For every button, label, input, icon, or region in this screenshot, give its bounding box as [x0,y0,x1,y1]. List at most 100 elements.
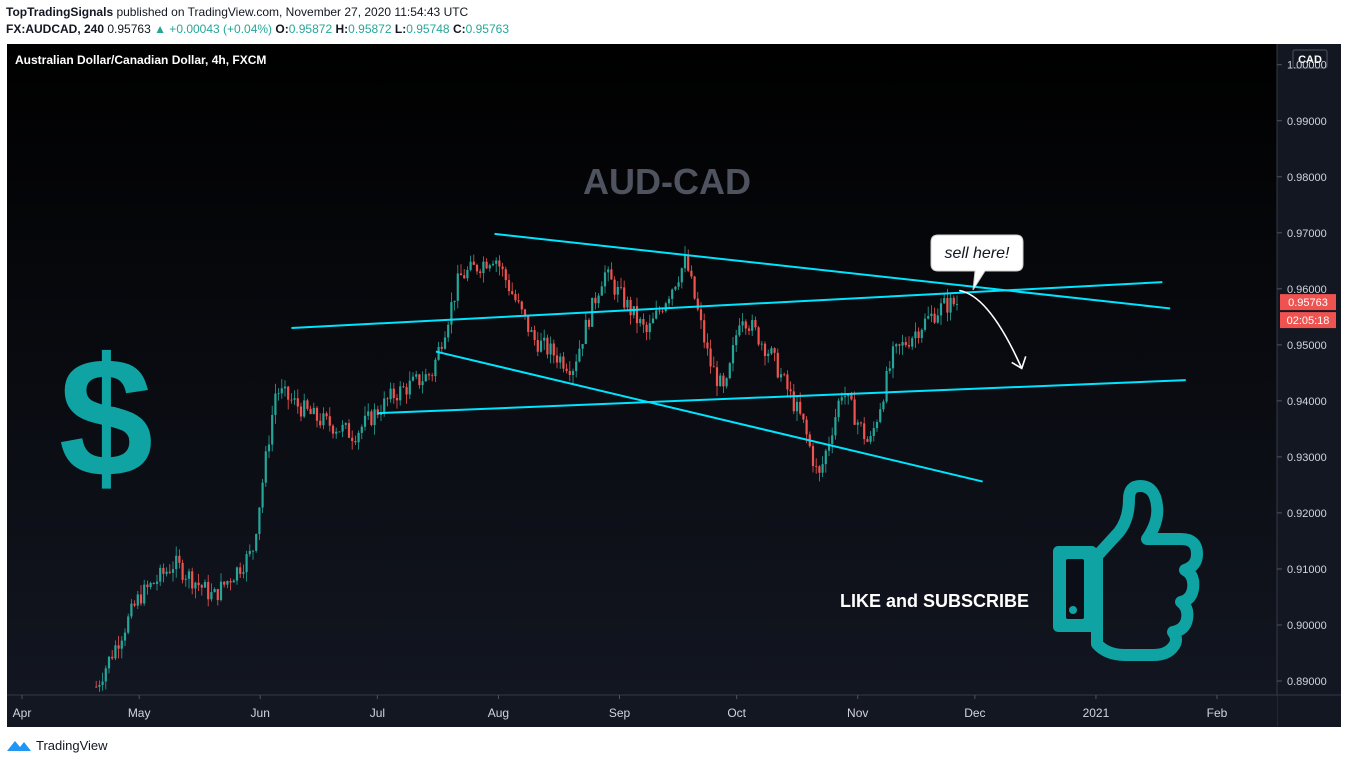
candle-body [277,393,280,395]
candle-body [949,297,952,313]
candle-body [511,291,514,295]
author-name[interactable]: TopTradingSignals [6,5,114,19]
candle-body [699,309,703,321]
candle-body [440,346,443,349]
candle-body [911,338,914,347]
candle-body [219,581,223,601]
high-label: H: [335,22,349,36]
candle-body [261,482,264,508]
candle-body [418,374,421,386]
candle-body [498,260,501,267]
time-tick-label: Apr [13,706,32,720]
candle-body [703,320,706,343]
candle-body [389,388,392,400]
candle-body [536,340,539,352]
candle-body [527,315,530,332]
candle-body [271,414,274,445]
candle-body [152,583,155,584]
publish-info: published on TradingView.com, November 2… [113,5,469,19]
candle-body [117,645,120,649]
candle-body [651,318,655,324]
price-tick-label: 0.96000 [1287,284,1327,296]
trendline-upper-ascending[interactable] [291,281,1163,330]
candle-body [760,343,763,345]
price-tick-label: 0.94000 [1287,396,1327,408]
candle-body [255,534,258,551]
candle-body [296,398,299,407]
candle-body [309,408,312,415]
candle-body [623,287,626,308]
candle-body [549,343,552,355]
candle-body [581,344,584,349]
candle-body [642,319,645,325]
candle-body [111,656,114,659]
candle-body [680,268,683,283]
candle-body [930,313,933,317]
candle-body [725,378,728,387]
time-tick-label: 2021 [1083,706,1110,720]
candle-body [453,300,456,303]
candle-body [514,294,517,301]
candle-body [616,286,619,295]
candle-body [242,572,245,574]
candle-body [274,393,277,415]
candle-body [143,584,146,604]
candle-body [347,423,351,438]
trendline-lower-ascending[interactable] [377,379,1186,415]
candle-body [757,327,760,345]
candle-body [447,324,450,338]
price-axis[interactable]: CAD 1.000000.990000.980000.970000.960000… [1276,44,1341,727]
candle-body [162,567,165,574]
candle-body [946,298,949,313]
footer: TradingView [6,736,108,754]
candle-body [370,411,373,426]
candle-body [114,645,117,659]
candle-body [207,581,210,600]
candle-body [191,571,194,589]
candle-body [360,426,363,433]
candle-body [146,584,149,588]
candle-body [610,269,613,280]
candle-body [194,582,197,589]
candle-body [133,603,136,606]
candle-body [626,299,629,308]
candle-body [386,398,389,400]
brand-name[interactable]: TradingView [36,737,108,753]
candle-body [226,581,229,585]
candle-body [661,310,664,312]
tradingview-logo-icon[interactable] [6,738,32,752]
candle-body [594,297,597,304]
currency-label: CAD [1298,54,1322,66]
time-tick-label: Aug [488,706,509,720]
candle-body [933,313,936,323]
candle-body [293,398,296,400]
candle-body [856,422,859,425]
candle-body [648,323,651,333]
dollar-sign-icon: $ [59,323,154,513]
time-axis[interactable]: Apr May Jun Jul Aug Sep Oct Nov Dec 2021 Feb [7,694,1341,727]
candle-body [786,374,789,390]
candle-body [463,275,466,279]
candle-body [568,370,571,375]
trendline-lower-descending[interactable] [435,350,983,483]
price-chart[interactable]: AUD-CAD Australian Dollar/Canadian Dolla… [7,44,1341,727]
trendline-upper-descending[interactable] [494,232,1171,310]
candle-body [344,423,347,425]
candle-body [520,301,523,310]
candle-body [783,374,786,376]
candle-body [373,409,376,426]
candle-body [943,298,946,304]
time-tick-label: Feb [1207,706,1228,720]
candle-body [834,417,837,436]
price-tick-label: 0.92000 [1287,508,1327,520]
candle-body [776,352,779,378]
candle-body [181,562,184,580]
candle-body [290,399,293,401]
candle-body [376,409,379,415]
candle-body [853,399,856,425]
candle-body [818,466,821,473]
candle-body [754,320,757,328]
candle-body [811,446,815,467]
chart-title: AUD-CAD [583,161,751,202]
candle-body [863,423,866,440]
